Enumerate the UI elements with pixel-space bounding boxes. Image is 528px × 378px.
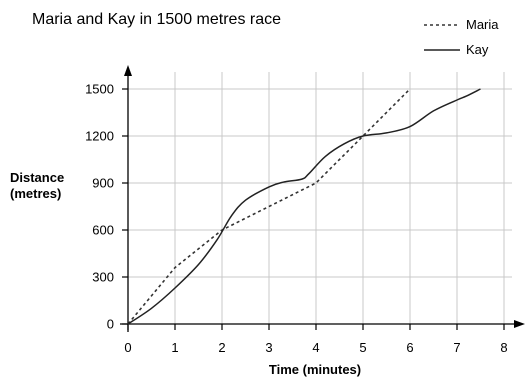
y-tick-label-1500: 1500	[85, 82, 114, 97]
x-tick-label-3: 3	[265, 340, 272, 355]
y-tick-label-900: 900	[92, 176, 114, 191]
y-axis-arrow	[124, 65, 132, 76]
y-tick-label-0: 0	[107, 317, 114, 332]
legend: Maria Kay	[424, 17, 499, 57]
x-axis-arrow	[514, 320, 525, 328]
y-tick-label-300: 300	[92, 270, 114, 285]
x-tick-label-4: 4	[312, 340, 319, 355]
legend-label-maria: Maria	[466, 17, 499, 32]
y-axis-title-line-1: Distance	[10, 170, 64, 185]
series	[127, 88, 481, 325]
legend-label-kay: Kay	[466, 42, 489, 57]
y-tick-label-600: 600	[92, 223, 114, 238]
x-tick-label-1: 1	[171, 340, 178, 355]
axes	[120, 65, 525, 332]
series-line-maria	[127, 88, 411, 325]
grid	[128, 72, 512, 324]
tick-labels: 0 1 2 3 4 5 6 7 8 0 300 600 900 1200 1500	[85, 82, 508, 356]
x-axis-title: Time (minutes)	[269, 362, 361, 377]
y-axis-title-line-2: (metres)	[10, 186, 61, 201]
x-tick-label-0: 0	[124, 340, 131, 355]
x-tick-label-8: 8	[500, 340, 507, 355]
series-line-kay	[127, 88, 481, 325]
x-tick-label-6: 6	[406, 340, 413, 355]
x-tick-label-2: 2	[218, 340, 225, 355]
x-tick-label-7: 7	[453, 340, 460, 355]
chart-title: Maria and Kay in 1500 metres race	[32, 11, 281, 28]
y-tick-label-1200: 1200	[85, 129, 114, 144]
x-tick-label-5: 5	[359, 340, 366, 355]
